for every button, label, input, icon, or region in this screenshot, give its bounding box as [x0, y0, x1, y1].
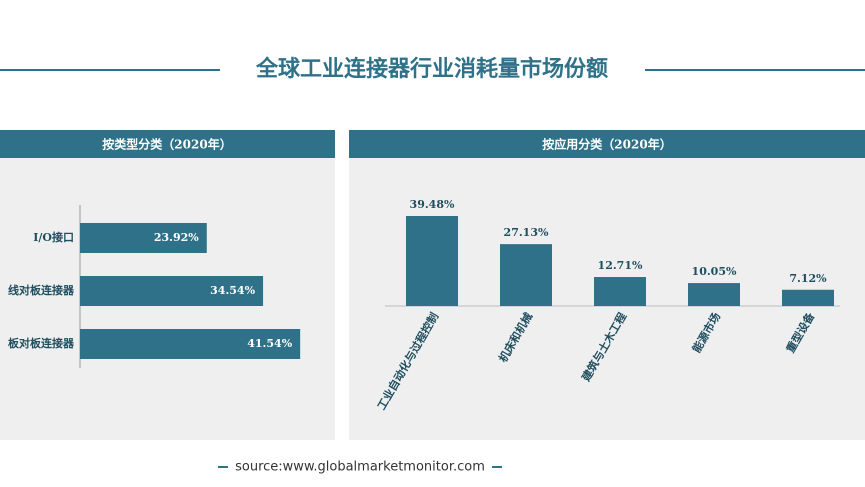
value-label: 34.54%	[210, 284, 255, 297]
page-title: 全球工业连接器行业消耗量市场份额	[255, 56, 608, 82]
panel-header	[0, 130, 335, 158]
bar	[500, 244, 552, 306]
value-label: 12.71%	[598, 259, 643, 272]
value-label: 7.12%	[789, 272, 827, 285]
bar	[80, 329, 301, 359]
bar	[782, 289, 834, 306]
bar	[406, 215, 458, 306]
y-tick-label: 板对板连接器	[8, 336, 75, 350]
bar	[80, 276, 264, 306]
value-label: 41.54%	[247, 337, 292, 350]
bar	[80, 223, 207, 253]
value-label: 39.48%	[410, 198, 455, 211]
bar	[594, 277, 646, 306]
value-label: 23.92%	[154, 231, 199, 244]
bar	[688, 283, 740, 306]
chart-title: 按应用分类（2020年）	[542, 137, 671, 152]
panel-header	[349, 130, 865, 158]
value-label: 27.13%	[504, 226, 549, 239]
value-label: 10.05%	[692, 265, 737, 278]
y-tick-label: 线对板连接器	[8, 283, 75, 297]
y-tick-label: I/O接口	[33, 230, 74, 244]
chart-title: 按类型分类（2020年）	[102, 137, 231, 152]
source: source:www.globalmarketmonitor.com	[235, 460, 485, 475]
